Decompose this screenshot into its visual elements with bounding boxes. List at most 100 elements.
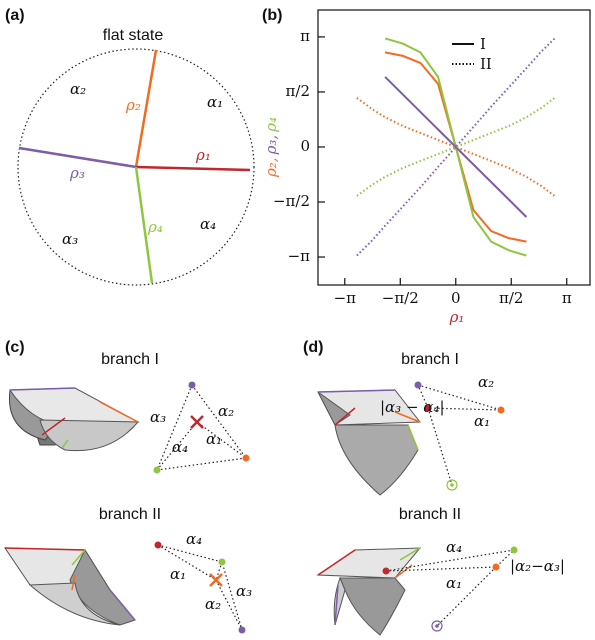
edge-label: α₃ <box>236 582 252 600</box>
edge-label: α₂ <box>218 402 234 420</box>
x-tick-label: −π <box>334 289 357 307</box>
edge-label: α₁ <box>474 412 490 430</box>
fold-label: ρ₂ <box>125 96 141 114</box>
edge <box>407 424 419 451</box>
fold <box>135 165 251 172</box>
fold-label: ρ₄ <box>147 218 163 236</box>
edge-label: α₁ <box>206 430 222 448</box>
shape <box>334 424 419 496</box>
y-tick-label: π <box>300 27 310 45</box>
x-tick-label: −π/2 <box>382 289 419 307</box>
panel-b: (b) ρ₁ ρ₂,ρ₃, ρ₄ I II −π −π/2 0 π/2 π −π −π/2 0 π… <box>262 7 591 326</box>
shape <box>39 419 140 452</box>
cross <box>209 573 223 587</box>
shape <box>28 582 121 626</box>
edge-label: α₄ <box>172 438 188 456</box>
panel-label: (c) <box>5 339 25 356</box>
y-label-part: ρ₄ <box>262 117 280 133</box>
graph-edges <box>417 384 502 486</box>
node <box>154 541 162 549</box>
edge <box>71 549 86 566</box>
panel-title: flat state <box>103 27 164 44</box>
y-tick-label: −π/2 <box>273 192 310 210</box>
node <box>431 620 443 632</box>
branch-title: branch II <box>399 506 461 523</box>
sector-label: α₂ <box>70 80 86 98</box>
fold-label: ρ₃ <box>69 164 85 182</box>
fold <box>134 49 158 168</box>
y-tick-label: π/2 <box>286 82 310 100</box>
edge <box>394 564 413 579</box>
node <box>238 626 246 634</box>
y-tick-label: 0 <box>300 137 310 155</box>
edge <box>334 584 339 626</box>
node <box>153 466 161 474</box>
graph-edges <box>156 384 247 471</box>
branch-title: branch I <box>101 351 159 368</box>
edge <box>41 417 66 436</box>
shape <box>339 577 406 636</box>
node <box>435 624 439 628</box>
shape <box>316 547 422 579</box>
panel-d: (d) branch I α₂ α₁ |α₃ − α₄| branch II α… <box>303 339 565 636</box>
edge <box>71 574 76 591</box>
edge <box>317 389 396 393</box>
fold <box>18 146 137 169</box>
node <box>218 558 226 566</box>
graph-edges <box>385 549 516 627</box>
x-axis-label: ρ₁ <box>449 308 465 326</box>
node <box>450 483 454 487</box>
x-tick-label: π <box>562 289 572 307</box>
edge <box>99 401 139 423</box>
fold-label: ρ₁ <box>195 146 211 164</box>
node <box>510 546 518 554</box>
edge-label: α₁ <box>446 574 462 592</box>
edge <box>334 407 356 426</box>
y-label-part: ρ₃, <box>262 135 280 156</box>
edge-label: |α₃ − α₄| <box>380 398 445 416</box>
edge-label: |α₂−α₃| <box>510 557 565 575</box>
panel-label: (d) <box>303 339 323 356</box>
legend-label: I <box>480 35 486 53</box>
node <box>424 404 432 412</box>
edge <box>61 439 69 449</box>
legend-label: II <box>480 55 492 73</box>
panel-a: (a) flat state α₂ α₁ α₃ α₄ ρ₂ ρ₁ ρ₃ ρ₄ <box>5 7 255 286</box>
edge-label: α₂ <box>478 373 494 391</box>
edge <box>4 547 86 551</box>
edge <box>317 549 356 576</box>
edge-label: α₁ <box>170 565 186 583</box>
panel-c: (c) branch I α₃ α₂ α₄ α₁ branch II α₄ α₁ <box>4 339 252 634</box>
node <box>446 479 458 491</box>
branch-title: branch I <box>401 351 459 368</box>
y-label-part: ρ₂, <box>262 157 280 178</box>
edge <box>394 411 421 423</box>
panel-label: (b) <box>262 7 282 24</box>
y-axis-label: ρ₂,ρ₃, ρ₄ <box>262 117 280 178</box>
boundary <box>17 48 255 286</box>
edge-label: α₃ <box>150 408 166 426</box>
panel-label: (a) <box>5 7 25 24</box>
edge-label: α₂ <box>205 595 221 613</box>
node <box>188 381 196 389</box>
edge <box>109 589 136 621</box>
edge-label: α₄ <box>186 530 202 548</box>
branch-title: branch II <box>99 506 161 523</box>
y-tick-label: −π <box>288 247 311 265</box>
graph-edges <box>157 544 243 631</box>
node <box>382 567 390 575</box>
sector-label: α₄ <box>200 215 216 233</box>
x-tick-label: π/2 <box>499 289 523 307</box>
shape <box>317 391 351 426</box>
edge-label: α₄ <box>446 538 462 556</box>
series-line <box>384 76 528 218</box>
sector-label: α₁ <box>207 93 223 111</box>
node <box>414 381 422 389</box>
cross <box>190 415 204 429</box>
edge <box>399 547 421 561</box>
sector-label: α₃ <box>62 230 78 248</box>
node <box>497 406 505 414</box>
edge <box>9 387 76 391</box>
node <box>492 563 500 571</box>
